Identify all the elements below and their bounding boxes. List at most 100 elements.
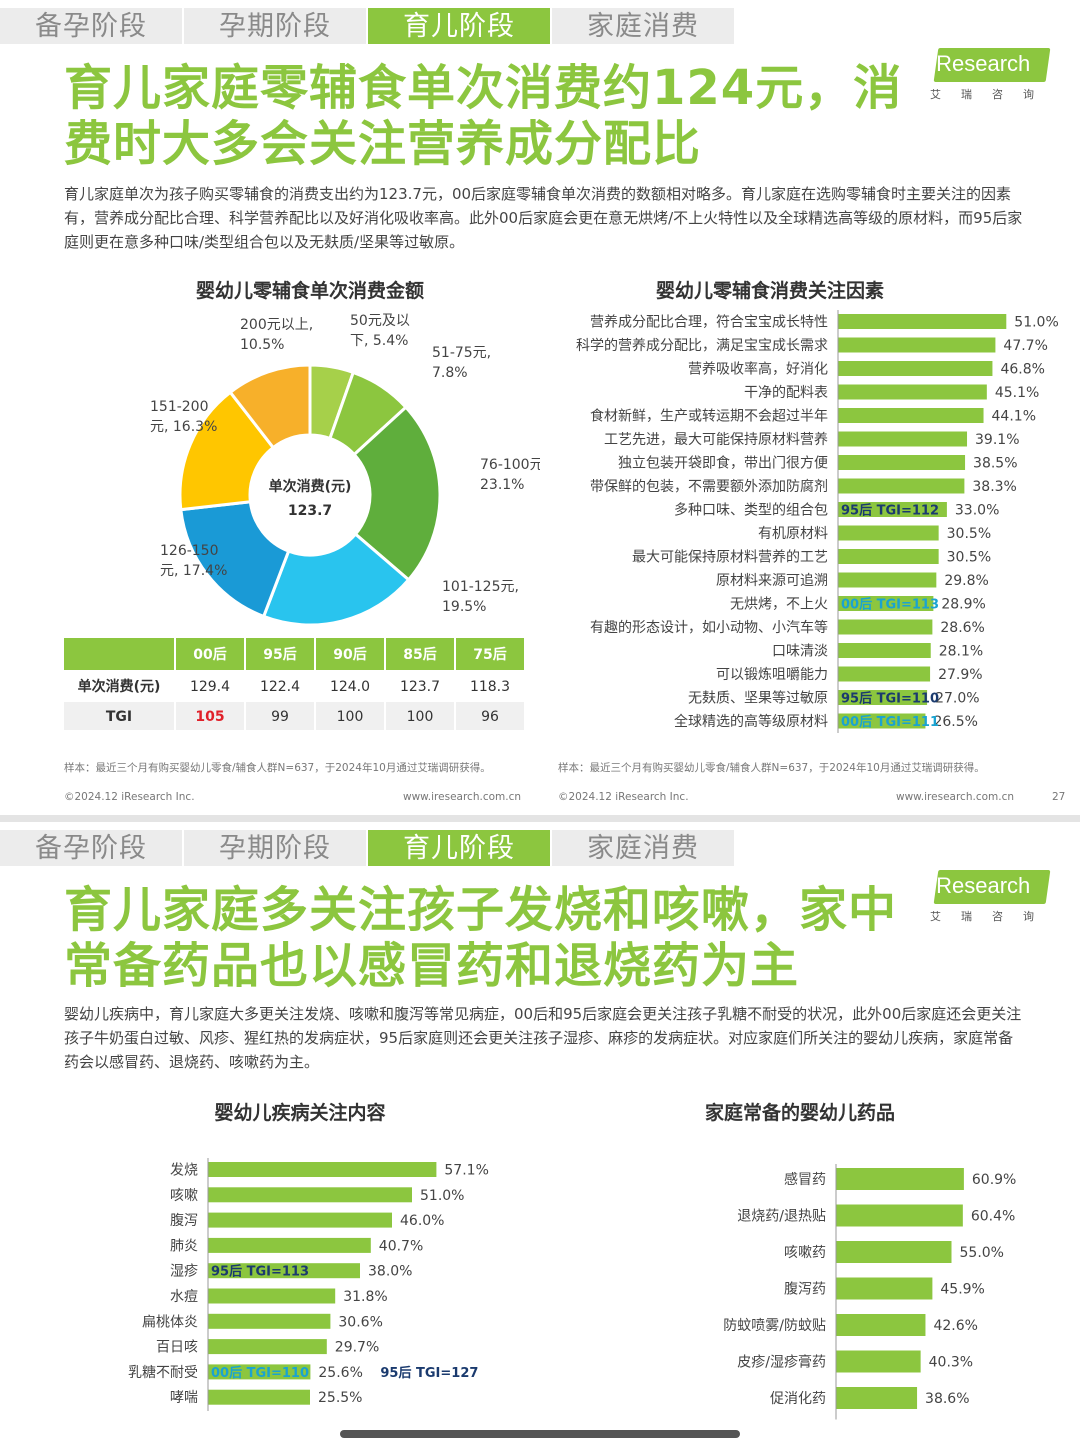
bar-value-label: 46.8% <box>1000 362 1044 378</box>
bar-value-label: 40.3% <box>929 1355 973 1371</box>
bar <box>836 1204 963 1227</box>
pie-slice-5 <box>178 390 276 512</box>
table-cell-text: 单次消费(元) <box>78 678 161 695</box>
bar <box>208 1339 327 1355</box>
bar-category-label: 水痘 <box>170 1289 198 1305</box>
url-left[interactable]: www.iresearch.com.cn <box>403 791 522 803</box>
table-cell <box>64 672 174 700</box>
bar <box>838 643 931 658</box>
tab-pregnancy[interactable]: 孕期阶段 <box>184 830 366 866</box>
bar-category-label: 咳嗽药 <box>784 1245 826 1261</box>
bar-category-label: 营养成分配比合理，符合宝宝成长特性 <box>590 315 828 331</box>
tab-pre-pregnancy[interactable]: 备孕阶段 <box>0 830 182 866</box>
bar-category-label: 工艺先进，最大可能保持原材料营养 <box>604 432 828 448</box>
bar <box>838 549 939 564</box>
bar <box>208 1263 360 1279</box>
table-cell <box>246 638 314 670</box>
table-cell <box>316 702 384 730</box>
bar-value-label: 51.0% <box>1014 315 1058 331</box>
tgi-annotation: 00后 TGI=111 <box>841 714 939 730</box>
table-cell <box>246 672 314 700</box>
bar <box>836 1241 952 1263</box>
stage-tabs: 备孕阶段 孕期阶段 育儿阶段 家庭消费 <box>0 830 738 866</box>
tgi-annotation: 00后 TGI=113 <box>841 597 939 613</box>
table-cell <box>456 672 524 700</box>
table-cell <box>386 638 454 670</box>
bar-category-label: 有趣的形态设计，如小动物、小汽车等 <box>590 619 828 636</box>
bar <box>838 455 966 470</box>
illness-chart-title: 婴幼儿疾病关注内容 <box>214 1102 386 1124</box>
bar-value-label: 27.0% <box>935 691 979 707</box>
bar-category-label: 促消化药 <box>770 1391 826 1407</box>
bar <box>838 596 934 611</box>
bar <box>208 1212 392 1228</box>
bar <box>838 619 933 635</box>
iresearch-logo: iResearch 艾瑞咨询 <box>928 868 1058 926</box>
bar-category-label: 湿疹 <box>170 1264 198 1280</box>
table-cell-text: 123.7 <box>400 679 440 695</box>
sample-note-right: 样本：最近三个月有购买婴幼儿零食/辅食人群N=637，于2024年10月通过艾瑞… <box>558 762 985 774</box>
url-right[interactable]: www.iresearch.com.cn <box>896 791 1015 803</box>
slide-28: 备孕阶段 孕期阶段 育儿阶段 家庭消费 iResearch 艾瑞咨询 育儿家庭多… <box>0 822 1080 1440</box>
bar-value-label: 45.1% <box>995 385 1039 401</box>
bar-category-label: 发烧 <box>170 1163 198 1179</box>
bar-value-label: 38.6% <box>925 1391 969 1407</box>
table-cell <box>64 638 174 670</box>
bar-category-label: 有机原材料 <box>758 526 828 542</box>
table-cell-text: 85后 <box>403 646 436 663</box>
bar-value-label: 60.9% <box>972 1172 1016 1188</box>
bar-category-label: 带保鲜的包装，不需要额外添加防腐剂 <box>590 478 828 495</box>
bar-chart-title: 婴幼儿零辅食消费关注因素 <box>655 280 884 302</box>
table-cell-text: 90后 <box>333 646 366 663</box>
bar-category-label: 原材料来源可追溯 <box>716 573 828 589</box>
bar <box>836 1168 964 1190</box>
tab-parenting[interactable]: 育儿阶段 <box>368 830 550 866</box>
table-cell <box>456 638 524 670</box>
bar <box>208 1313 331 1329</box>
bar-value-label: 42.6% <box>933 1318 977 1334</box>
tab-family-consumption[interactable]: 家庭消费 <box>552 8 734 44</box>
pie-slice-2 <box>352 405 442 582</box>
bar-category-label: 腹泻药 <box>784 1281 826 1298</box>
bar-value-label: 55.0% <box>960 1245 1004 1261</box>
logo-cn: 艾瑞咨询 <box>930 88 1054 101</box>
table-cell-text: 100 <box>407 709 434 725</box>
bar-value-label: 28.9% <box>941 597 985 613</box>
pie-center-label: 单次消费(元) <box>269 478 352 495</box>
summary-paragraph: 育儿家庭单次为孩子购买零辅食的消费支出约为123.7元，00后家庭零辅食单次消费… <box>64 185 1023 251</box>
bar-value-label: 45.9% <box>940 1282 984 1298</box>
table-cell <box>316 672 384 700</box>
bar <box>836 1387 918 1409</box>
bar <box>836 1350 921 1373</box>
tgi-annotation: 95后 TGI=110 <box>841 691 939 707</box>
bar-value-label: 31.8% <box>343 1289 387 1305</box>
bar <box>208 1187 412 1203</box>
bar <box>838 502 947 517</box>
bar <box>838 478 965 494</box>
bar <box>838 713 926 729</box>
table-cell-text: TGI <box>106 709 132 725</box>
bar-category-label: 营养吸收率高，好消化 <box>688 361 828 378</box>
pie-center-value: 123.7 <box>288 503 332 519</box>
table-cell-text: 105 <box>195 709 224 725</box>
tab-family-consumption[interactable]: 家庭消费 <box>552 830 734 866</box>
bar-category-label: 独立包装开袋即食，带出门很方便 <box>618 455 828 472</box>
bar-category-label: 干净的配料表 <box>744 385 828 401</box>
scroll-indicator[interactable] <box>340 1430 740 1438</box>
bar <box>836 1314 926 1336</box>
pie-center <box>252 437 368 553</box>
bar-value-label: 51.0% <box>420 1188 464 1204</box>
pie-chart-title: 婴幼儿零辅食单次消费金额 <box>195 280 424 302</box>
summary-paragraph: 婴幼儿疾病中，育儿家庭大多更关注发烧、咳嗽和腹泻等常见病症，00后和95后家庭会… <box>64 1005 1022 1071</box>
pie-slice-6 <box>228 363 312 450</box>
bar-value-label: 30.6% <box>338 1314 382 1330</box>
logo-wordmark: iResearch <box>930 51 1031 76</box>
bar-value-label: 28.1% <box>939 644 983 660</box>
tab-pregnancy[interactable]: 孕期阶段 <box>184 8 366 44</box>
bar-value-label: 44.1% <box>992 409 1036 425</box>
tab-pre-pregnancy[interactable]: 备孕阶段 <box>0 8 182 44</box>
bar <box>838 337 996 353</box>
bar-value-label: 30.5% <box>947 550 991 566</box>
tab-parenting[interactable]: 育儿阶段 <box>368 8 550 44</box>
bar-category-label: 可以锻炼咀嚼能力 <box>716 667 828 683</box>
